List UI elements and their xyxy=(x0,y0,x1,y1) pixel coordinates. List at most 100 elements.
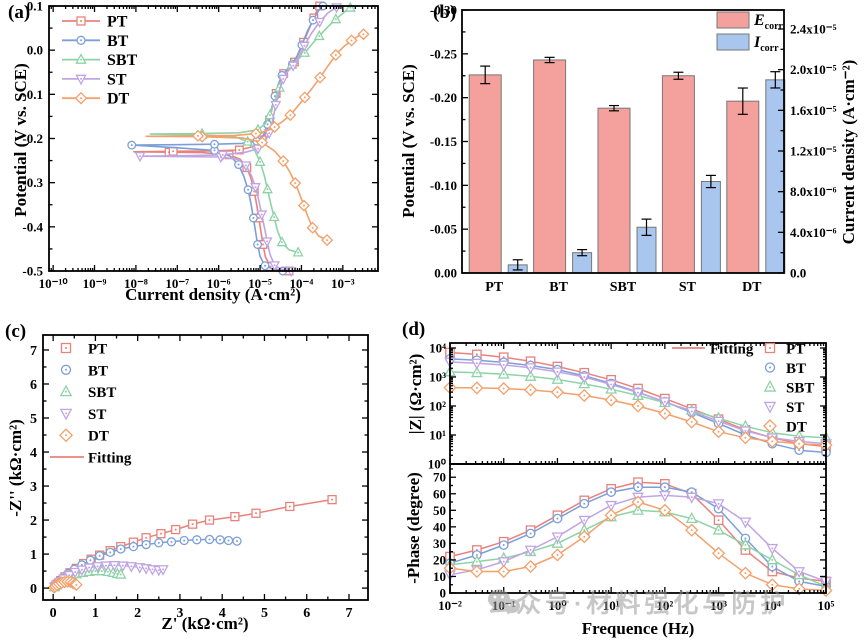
bar-ecorr-BT xyxy=(533,59,567,274)
svg-text:0.0: 0.0 xyxy=(27,43,43,58)
svg-text:5: 5 xyxy=(261,606,268,621)
svg-text:-0.2: -0.2 xyxy=(22,131,43,146)
svg-text:30: 30 xyxy=(433,536,446,551)
svg-text:10: 10 xyxy=(433,569,446,584)
svg-text:4.0x10⁻⁶: 4.0x10⁻⁶ xyxy=(790,225,837,240)
svg-text:10⁻¹: 10⁻¹ xyxy=(492,598,516,613)
svg-text:2: 2 xyxy=(30,514,37,529)
svg-text:10⁻⁸: 10⁻⁸ xyxy=(124,276,148,291)
svg-text:ST: ST xyxy=(786,400,804,416)
svg-text:10²: 10² xyxy=(429,399,446,414)
svg-text:2.0x10⁻⁵: 2.0x10⁻⁵ xyxy=(790,62,837,77)
panel-b-label: (b) xyxy=(433,2,457,23)
svg-text:10⁻¹⁰: 10⁻¹⁰ xyxy=(39,276,69,291)
panel-d-canvas: 10⁻² 10⁻¹ 10⁰ 10¹ 10² 10³ 10⁴ 10⁵ 10⁰ 10¹ 10² 10³ 10… xyxy=(428,341,835,614)
bar-ecorr-ST xyxy=(661,75,695,274)
svg-text:70: 70 xyxy=(433,470,446,485)
svg-text:-0.15: -0.15 xyxy=(430,134,458,149)
legend-c: PT BT SBT ST DT Fitting xyxy=(50,342,132,467)
svg-text:1: 1 xyxy=(92,606,99,621)
svg-text:7: 7 xyxy=(30,344,37,359)
svg-text:0: 0 xyxy=(440,586,447,601)
d-impedance-axis-title: |Z| (Ω·cm²) xyxy=(406,353,425,435)
svg-text:8.0x10⁻⁶: 8.0x10⁻⁶ xyxy=(790,184,837,199)
bar-ecorr-DT xyxy=(726,100,760,274)
panel-b-canvas: PT BT SBT ST DT -0.30 -0.25 -0.20 -0.15 -0.10 -0.0… xyxy=(430,3,837,296)
bode-z-series-DT xyxy=(443,381,833,452)
legend-a: PT BT SBT ST DT xyxy=(62,14,138,108)
svg-text:10⁰: 10⁰ xyxy=(428,457,447,472)
svg-text:4: 4 xyxy=(219,606,226,621)
svg-text:-0.3: -0.3 xyxy=(22,175,43,190)
svg-text:-0.20: -0.20 xyxy=(430,90,457,105)
svg-text:6: 6 xyxy=(30,378,37,393)
svg-text:SBT: SBT xyxy=(88,385,116,401)
svg-text:SBT: SBT xyxy=(786,381,814,397)
series-DT xyxy=(47,575,83,594)
bar-icorr-DT xyxy=(765,79,786,274)
panel-c-label: (c) xyxy=(5,321,27,342)
tafel-plot: 10⁻¹⁰ 10⁻⁹ 10⁻⁸ 10⁻⁷ 10⁻⁶ 10⁻⁵ 10⁻⁴ 10⁻³ 0.1 0.0 -… xyxy=(22,0,379,291)
svg-text:PT: PT xyxy=(107,14,128,31)
svg-text:1: 1 xyxy=(30,548,37,563)
series-DT xyxy=(145,28,370,247)
svg-text:10⁻⁴: 10⁻⁴ xyxy=(290,276,314,291)
svg-text:-0.30: -0.30 xyxy=(430,3,457,18)
svg-text:10¹: 10¹ xyxy=(429,428,446,443)
svg-text:BT: BT xyxy=(549,280,568,295)
svg-text:0: 0 xyxy=(50,606,57,621)
a-y-axis-title: Potential (V vs. SCE) xyxy=(11,63,30,217)
a-x-axis-title: Current density (A·cm²) xyxy=(125,285,301,304)
svg-text:10⁻⁵: 10⁻⁵ xyxy=(248,276,272,291)
c-x-axis-title: Z' (kΩ·cm²) xyxy=(161,614,249,633)
svg-text:DT: DT xyxy=(88,429,109,445)
b-right-axis-title: Current density (A·cm⁻²) xyxy=(839,59,858,245)
svg-text:10³: 10³ xyxy=(710,598,727,613)
svg-text:-0.25: -0.25 xyxy=(430,46,458,61)
nyquist-plot: 0 1 2 3 4 5 6 7 0 1 2 3 4 5 6 7 xyxy=(30,334,369,621)
svg-text:10⁴: 10⁴ xyxy=(764,598,781,613)
svg-text:10⁻³: 10⁻³ xyxy=(331,276,355,291)
svg-text:PT: PT xyxy=(786,342,805,358)
svg-text:0.00: 0.00 xyxy=(434,266,457,281)
svg-text:0.1: 0.1 xyxy=(27,0,43,14)
svg-text:7: 7 xyxy=(345,606,352,621)
svg-text:ST: ST xyxy=(679,280,697,295)
series-PT xyxy=(133,1,325,276)
svg-text:0: 0 xyxy=(30,582,37,597)
bode-plot: 10⁻² 10⁻¹ 10⁰ 10¹ 10² 10³ 10⁴ 10⁵ 10⁰ 10¹ 10² 10³ 10… xyxy=(428,341,835,614)
svg-text:4: 4 xyxy=(30,446,37,461)
series-ST xyxy=(134,3,343,278)
svg-text:1.2x10⁻⁵: 1.2x10⁻⁵ xyxy=(790,144,837,159)
bar-plot: PT BT SBT ST DT -0.30 -0.25 -0.20 -0.15 -0.10 -0.0… xyxy=(430,3,837,296)
legend-d: Fitting PT BT SBT ST DT xyxy=(672,342,814,436)
svg-text:ST: ST xyxy=(107,71,127,88)
c-y-axis-title: -Z'' (kΩ·cm²) xyxy=(6,419,25,517)
svg-text:DT: DT xyxy=(107,91,130,108)
svg-text:DT: DT xyxy=(786,420,807,436)
svg-text:10⁻²: 10⁻² xyxy=(438,598,462,613)
series-BT xyxy=(127,1,328,276)
svg-text:10⁴: 10⁴ xyxy=(429,341,446,356)
svg-text:10⁰: 10⁰ xyxy=(548,598,567,613)
svg-text:3: 3 xyxy=(30,480,37,495)
svg-text:BT: BT xyxy=(88,363,108,379)
svg-text:ST: ST xyxy=(88,407,106,423)
panel-a-label: (a) xyxy=(8,2,31,23)
svg-text:6: 6 xyxy=(303,606,310,621)
svg-text:Icorr: Icorr xyxy=(753,34,779,54)
d-phase-axis-title: -Phase (degree) xyxy=(404,472,423,584)
svg-text:-0.5: -0.5 xyxy=(22,264,43,279)
svg-text:DT: DT xyxy=(742,280,762,295)
bar-ecorr-PT xyxy=(468,74,502,274)
svg-text:0.0: 0.0 xyxy=(790,266,806,281)
panel-d-label: (d) xyxy=(402,319,426,340)
svg-text:10²: 10² xyxy=(656,598,673,613)
svg-text:PT: PT xyxy=(485,280,504,295)
svg-text:PT: PT xyxy=(88,342,107,358)
svg-text:60: 60 xyxy=(433,486,446,501)
b-left-axis-title: Potential (V vs. SCE) xyxy=(399,64,418,218)
svg-text:10⁻⁹: 10⁻⁹ xyxy=(83,276,107,291)
